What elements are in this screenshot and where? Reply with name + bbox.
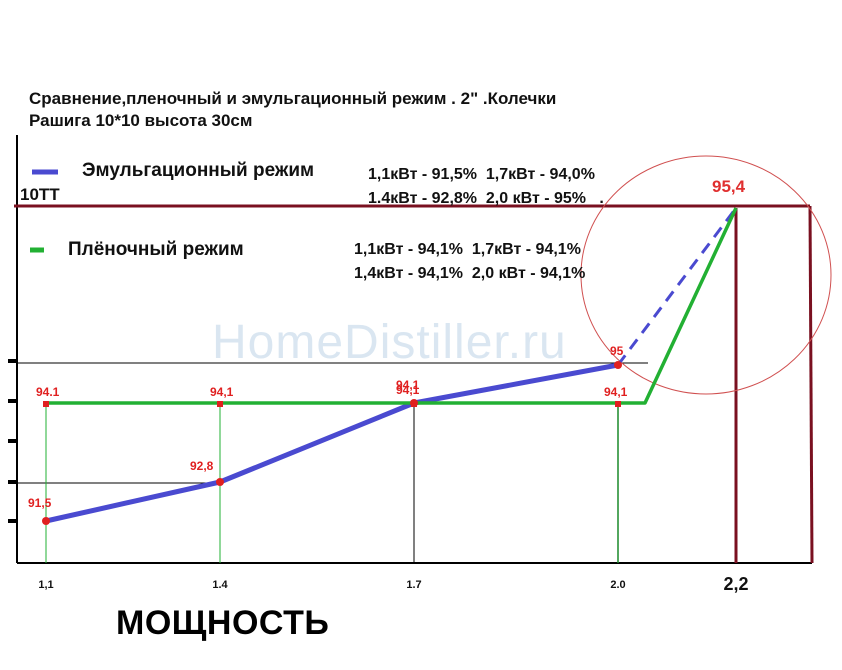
- data-label-film-3: 94,1: [396, 383, 420, 397]
- data-point-emulsion-1: [42, 517, 50, 525]
- watermark: HomeDistiller.ru: [212, 316, 567, 369]
- data-label-emulsion-3: 94,1: [396, 378, 420, 392]
- x-axis-title: МОЩНОСТЬ: [116, 604, 330, 642]
- data-point-film-3: [411, 401, 417, 407]
- legend-label-film: Плёночный режим: [68, 239, 244, 260]
- highlight-circle: [580, 155, 832, 395]
- x-tick-label-1: 1,1: [38, 579, 53, 591]
- series-line-emulsion-dashed: [616, 207, 738, 366]
- chart-title: Сравнение,пленочный и эмульгационный реж…: [29, 88, 556, 132]
- stats-emulsion-line-2: 1.4кВт - 92,8% 2,0 кВт - 95% .: [368, 190, 604, 207]
- right-frame-line: [808, 205, 814, 564]
- x-tick-label-2: 1.4: [212, 579, 228, 591]
- stats-film-line-2: 1,4кВт - 94,1% 2,0 кВт - 94,1%: [354, 265, 586, 282]
- title-line-2: Рашига 10*10 высота 30см: [29, 111, 253, 130]
- x-tick-label-3: 1.7: [406, 579, 421, 591]
- x-tick-label-5: 2,2: [723, 574, 748, 594]
- stats-emulsion-line-1: 1,1кВт - 91,5% 1,7кВт - 94,0%: [368, 166, 595, 183]
- peak-value-label: 95,4: [712, 177, 746, 196]
- stats-emulsion: 1,1кВт - 91,5% 1,7кВт - 94,0% 1.4кВт - 9…: [368, 163, 604, 211]
- title-line-1: Сравнение,пленочный и эмульгационный реж…: [29, 89, 557, 108]
- stats-film-line-1: 1,1кВт - 94,1% 1,7кВт - 94,1%: [354, 241, 581, 258]
- data-label-film-2: 94,1: [210, 385, 234, 399]
- data-label-emulsion-2: 92,8: [190, 459, 214, 473]
- data-point-film-1: [43, 401, 49, 407]
- series-line-emulsion: [45, 362, 619, 524]
- data-label-film-1: 94.1: [36, 385, 60, 399]
- data-point-emulsion-4: [614, 361, 622, 369]
- reference-line-label: 10ТТ: [20, 185, 60, 204]
- x-tick-label-4: 2.0: [610, 579, 625, 591]
- series-line-film: [46, 207, 738, 405]
- data-point-film-4: [615, 401, 621, 407]
- data-label-film-4: 94,1: [604, 385, 628, 399]
- data-label-emulsion-4: 95: [610, 344, 624, 358]
- data-point-emulsion-2: [216, 478, 224, 486]
- legend-label-emulsion: Эмульгационный режим: [82, 160, 315, 181]
- data-label-emulsion-1: 91,5: [28, 496, 52, 510]
- stats-film: 1,1кВт - 94,1% 1,7кВт - 94,1% 1,4кВт - 9…: [354, 238, 585, 286]
- data-point-film-2: [217, 401, 223, 407]
